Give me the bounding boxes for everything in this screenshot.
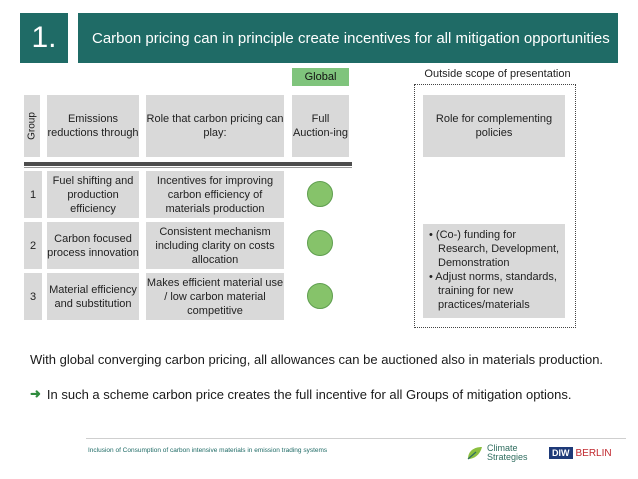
group-column-header: Group — [24, 95, 40, 157]
diw-berlin-logo: DIW BERLIN — [549, 447, 612, 459]
global-header: Global — [292, 68, 349, 86]
role-column-header: Role that carbon pricing can play: — [146, 95, 284, 157]
row-2-emissions: Carbon focused process innovation — [47, 222, 139, 269]
diw-word: BERLIN — [575, 447, 612, 459]
climate-strategies-text: Climate Strategies — [487, 444, 528, 462]
footer-caption: Inclusion of Consumption of carbon inten… — [88, 447, 328, 454]
green-circle-icon — [307, 181, 333, 207]
logo-word-1: Climate — [487, 443, 518, 453]
outside-scope-label: Outside scope of presentation — [424, 68, 571, 80]
diw-mark: DIW — [549, 447, 573, 459]
row-1-number: 1 — [24, 171, 42, 218]
conclusion-line-2: ➜ In such a scheme carbon price creates … — [30, 386, 572, 402]
leaf-icon — [467, 447, 482, 460]
conclusion-line-1: With global converging carbon pricing, a… — [30, 352, 604, 367]
conclusion-line-2-text: In such a scheme carbon price creates th… — [46, 386, 572, 402]
header-divider — [24, 162, 352, 166]
row-3-emissions: Material efficiency and substitution — [47, 273, 139, 320]
full-auctioning-header: Full Auction-ing — [292, 95, 349, 157]
outside-scope-box — [414, 84, 576, 328]
slide-number: 1. — [20, 13, 68, 63]
group-label-text: Group — [26, 112, 38, 140]
list-item: • (Co-) funding for Research, Developmen… — [429, 229, 560, 269]
footer-divider — [86, 438, 626, 439]
row-1-emissions: Fuel shifting and production efficiency — [47, 171, 139, 218]
row-1-role: Incentives for improving carbon efficien… — [146, 171, 284, 218]
complementing-policies-header: Role for complementing policies — [423, 95, 565, 157]
logo-word-2: Strategies — [487, 452, 528, 462]
green-circle-icon — [307, 283, 333, 309]
slide-title: Carbon pricing can in principle create i… — [78, 13, 618, 63]
row-3-number: 3 — [24, 273, 42, 320]
row-2-number: 2 — [24, 222, 42, 269]
slide-title-text: Carbon pricing can in principle create i… — [92, 29, 610, 47]
header-divider-thin — [24, 167, 352, 168]
list-item: • Adjust norms, standards, training for … — [429, 271, 557, 311]
climate-strategies-logo: Climate Strategies — [466, 444, 528, 462]
emissions-column-header: Emissions reductions through — [47, 95, 139, 157]
arrow-right-icon: ➜ — [30, 386, 41, 401]
complementing-policies-list: • (Co-) funding for Research, Developmen… — [423, 224, 565, 318]
row-3-role: Makes efficient material use / low carbo… — [146, 273, 284, 320]
row-2-role: Consistent mechanism including clarity o… — [146, 222, 284, 269]
green-circle-icon — [307, 230, 333, 256]
